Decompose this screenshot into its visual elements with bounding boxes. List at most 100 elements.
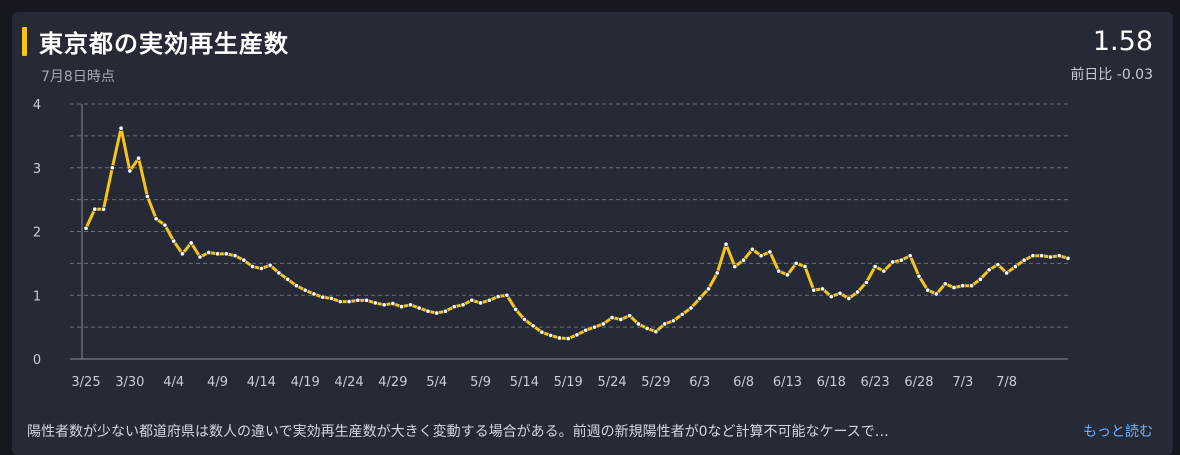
data-point — [434, 310, 440, 316]
data-point — [390, 300, 396, 307]
data-point — [1039, 253, 1045, 259]
data-point — [188, 240, 194, 246]
data-point — [355, 297, 361, 303]
data-point — [916, 273, 922, 279]
data-point — [372, 300, 378, 306]
data-point — [109, 165, 115, 171]
data-point — [381, 302, 387, 308]
data-point — [609, 314, 615, 321]
y-tick-label: 2 — [33, 226, 41, 241]
data-point — [469, 297, 475, 303]
x-tick-label: 6/23 — [861, 375, 890, 390]
data-point — [495, 293, 501, 300]
x-tick-label: 4/19 — [291, 375, 320, 390]
footer-note: 陽性者数が少ない都道府県は数人の違いで実効再生産数が大きく変動する場合がある。前… — [27, 424, 889, 440]
data-point — [898, 257, 905, 263]
x-tick-label: 6/18 — [817, 375, 846, 390]
data-point — [1004, 270, 1010, 276]
read-more-link[interactable]: もっと読む — [1083, 424, 1153, 440]
x-tick-label: 6/3 — [689, 375, 710, 390]
data-point — [854, 289, 861, 295]
data-point — [907, 253, 913, 259]
data-point — [723, 241, 729, 247]
x-tick-label: 3/25 — [71, 375, 100, 390]
y-tick-label: 1 — [33, 289, 41, 304]
data-point — [697, 295, 703, 302]
data-point — [986, 267, 992, 273]
x-tick-label: 4/14 — [247, 375, 276, 390]
data-point — [828, 293, 834, 300]
data-point — [521, 316, 527, 323]
data-point — [223, 251, 229, 257]
data-point — [1056, 253, 1062, 259]
x-tick-label: 5/24 — [597, 375, 626, 390]
data-point — [311, 291, 317, 297]
data-point — [1012, 263, 1018, 270]
data-point — [136, 155, 142, 161]
data-point — [583, 327, 589, 333]
data-point — [504, 292, 510, 298]
current-value: 1.58 — [1092, 26, 1153, 57]
data-point — [591, 324, 598, 330]
data-point — [363, 297, 370, 303]
data-point — [767, 249, 773, 255]
data-point — [416, 305, 422, 311]
data-point — [819, 286, 826, 292]
data-point — [249, 263, 256, 270]
data-point — [802, 263, 808, 270]
data-point — [451, 304, 457, 310]
data-point — [688, 305, 694, 311]
data-point — [951, 284, 957, 291]
data-point — [776, 268, 782, 274]
data-point — [635, 321, 641, 327]
x-tick-label: 6/13 — [773, 375, 802, 390]
data-point — [627, 313, 633, 319]
data-point — [486, 297, 492, 303]
y-tick-label: 4 — [33, 98, 41, 113]
data-point — [407, 302, 414, 308]
data-point — [556, 335, 563, 341]
x-tick-label: 7/8 — [996, 375, 1017, 390]
data-point — [644, 325, 650, 331]
data-point — [267, 262, 273, 268]
x-tick-label: 5/29 — [641, 375, 670, 390]
x-tick-label: 6/8 — [733, 375, 754, 390]
data-point — [574, 332, 580, 338]
data-point — [179, 251, 186, 257]
data-point — [872, 263, 878, 270]
data-point — [548, 332, 554, 339]
data-point — [749, 246, 755, 252]
data-point — [1030, 253, 1036, 259]
data-point — [530, 323, 536, 329]
y-tick-label: 0 — [33, 353, 41, 368]
data-point — [942, 281, 948, 287]
data-point — [811, 287, 817, 293]
data-point — [346, 299, 352, 305]
data-point — [933, 291, 940, 297]
data-point — [513, 306, 519, 312]
data-point — [600, 321, 606, 327]
x-tick-label: 6/28 — [904, 375, 933, 390]
data-point — [92, 206, 98, 212]
data-point — [100, 206, 107, 212]
data-point — [127, 168, 133, 174]
data-point — [328, 295, 335, 302]
series-line — [84, 126, 1070, 341]
data-point — [968, 283, 975, 289]
x-tick-label: 4/9 — [207, 375, 228, 390]
data-point — [679, 311, 685, 317]
data-point — [653, 328, 659, 335]
data-point — [925, 287, 931, 293]
data-point — [846, 295, 852, 302]
data-point — [293, 283, 300, 289]
chart-title: 東京都の実効再生産数 — [39, 30, 289, 58]
data-point — [171, 238, 177, 244]
x-tick-label: 7/3 — [952, 375, 973, 390]
x-tick-label: 3/30 — [115, 375, 144, 390]
x-tick-label: 5/4 — [426, 375, 447, 390]
data-point — [258, 265, 264, 272]
data-point — [197, 254, 203, 260]
data-point — [162, 222, 168, 228]
data-point — [995, 262, 1001, 268]
